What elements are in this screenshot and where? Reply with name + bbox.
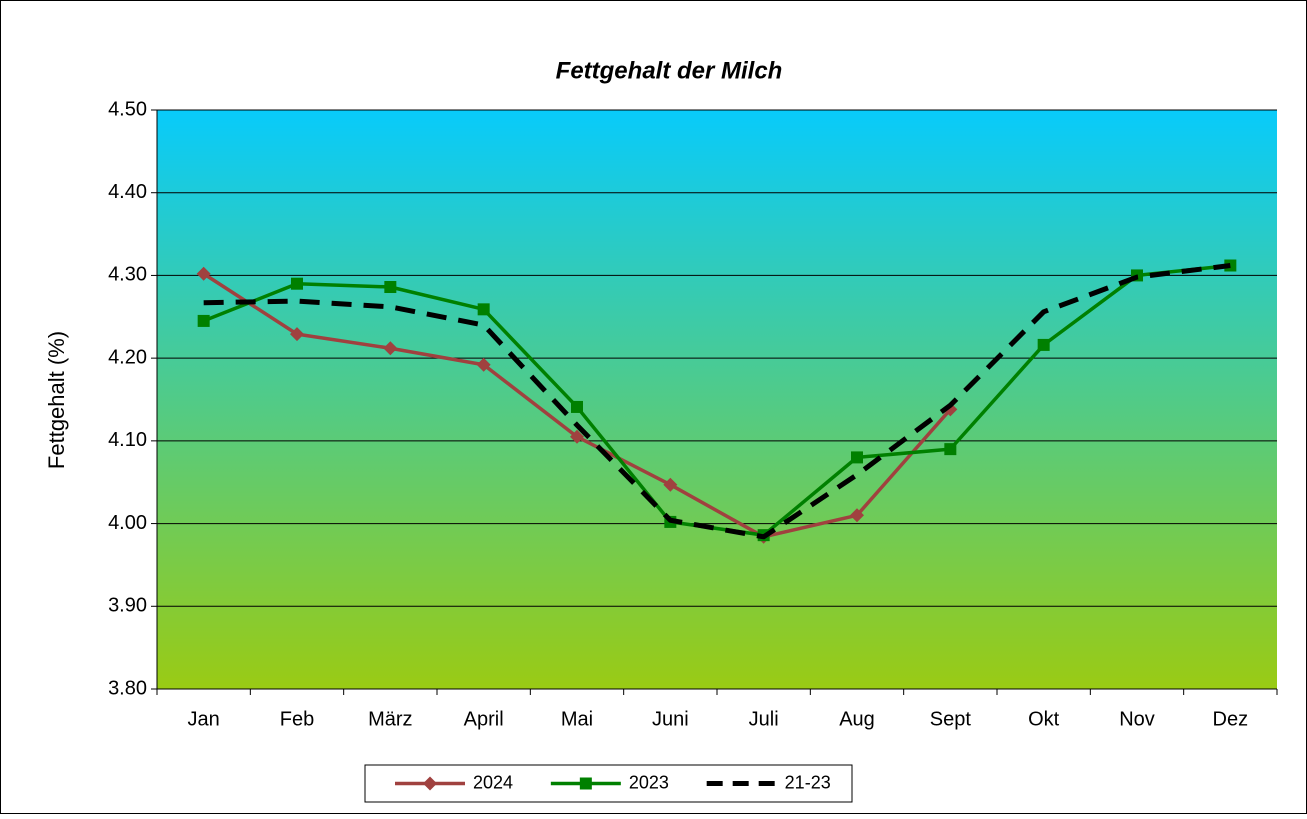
x-tick-label: Jan	[188, 708, 220, 730]
x-tick-label: Feb	[280, 708, 314, 730]
marker-square	[384, 281, 397, 294]
marker-square	[1037, 338, 1050, 351]
x-tick-label: März	[368, 708, 412, 730]
y-axis-label: Fettgehalt (%)	[44, 331, 69, 469]
marker-diamond	[850, 508, 864, 523]
x-tick-label: Juni	[652, 708, 689, 730]
marker-diamond	[383, 341, 398, 356]
y-tick-label: 4.50	[108, 98, 147, 120]
marker-diamond	[570, 429, 584, 444]
series-line	[203, 263, 1231, 537]
x-tick-label: April	[464, 708, 504, 730]
marker-square	[579, 777, 592, 790]
series-line	[203, 263, 1231, 540]
legend-label: 2023	[629, 772, 669, 792]
marker-square	[944, 443, 957, 456]
legend-label: 2024	[473, 772, 513, 792]
y-tick-label: 4.30	[108, 264, 147, 286]
x-tick-label: Sept	[930, 708, 972, 730]
marker-square	[571, 400, 583, 413]
x-tick-label: Aug	[839, 708, 875, 730]
chart-title: Fettgehalt der Milch	[556, 57, 783, 84]
x-tick-label: Mai	[561, 708, 593, 730]
y-tick-label: 4.10	[108, 429, 147, 451]
legend: 2024 2023 21-23	[364, 764, 853, 803]
x-tick-label: Nov	[1119, 708, 1155, 730]
y-tick-label: 4.20	[108, 346, 147, 368]
x-tick-label: Okt	[1028, 708, 1060, 730]
y-tick-label: 3.80	[108, 677, 147, 699]
marker-diamond	[663, 477, 678, 492]
y-tick-label: 4.40	[108, 181, 147, 203]
legend-label: 21-23	[785, 772, 831, 792]
y-tick-label: 3.90	[108, 595, 147, 617]
marker-diamond	[196, 266, 211, 281]
x-tick-label: Juli	[749, 708, 779, 730]
plot-area	[157, 110, 1277, 689]
marker-square	[851, 451, 863, 464]
marker-diamond	[423, 776, 437, 791]
marker-square	[291, 277, 303, 290]
marker-diamond	[290, 327, 304, 342]
marker-diamond	[476, 357, 491, 372]
marker-square	[197, 314, 210, 327]
x-tick-label: Dez	[1213, 708, 1249, 730]
marker-square	[477, 303, 490, 316]
y-tick-label: 4.00	[108, 512, 147, 534]
